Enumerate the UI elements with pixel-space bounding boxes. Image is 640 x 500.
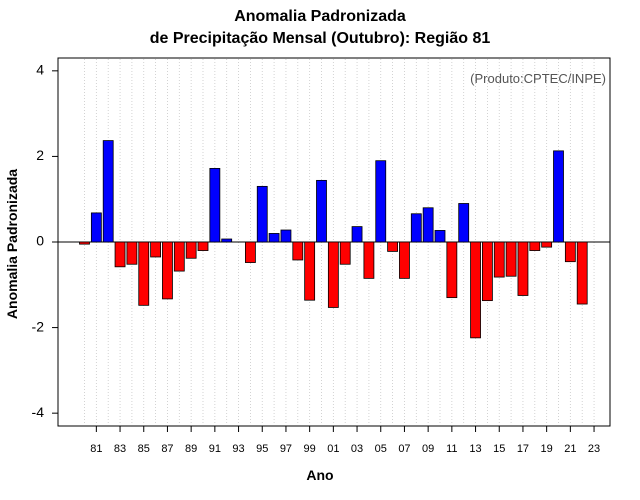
y-axis-label: Anomalia Padronizada <box>4 168 20 320</box>
bar-18 <box>529 241 541 251</box>
x-tick-label: 11 <box>446 443 457 455</box>
x-tick-label: 95 <box>256 443 268 455</box>
bar-12 <box>458 203 470 243</box>
bar-03 <box>351 226 363 243</box>
bar-94 <box>244 241 256 263</box>
bar-06 <box>387 241 399 252</box>
bar-99 <box>304 241 316 301</box>
y-tick-label: -2 <box>32 318 45 334</box>
x-tick-label: 17 <box>517 443 529 455</box>
bar-13 <box>470 241 481 339</box>
x-tick-label: 85 <box>138 443 150 455</box>
bar-00 <box>316 179 327 243</box>
bar-97 <box>280 229 292 243</box>
bar-04 <box>363 241 375 279</box>
y-tick-label: -4 <box>32 404 45 420</box>
x-tick-label: 21 <box>564 443 576 455</box>
x-tick-label: 15 <box>493 443 505 455</box>
bar-15 <box>493 241 505 278</box>
bar-17 <box>517 241 529 296</box>
bar-90 <box>197 241 209 251</box>
x-tick-label: 07 <box>398 443 410 455</box>
y-tick-label: 0 <box>36 233 44 249</box>
bar-89 <box>185 241 197 259</box>
bar-01 <box>327 241 339 308</box>
y-tick-label: 2 <box>36 147 44 163</box>
bar-11 <box>446 241 458 299</box>
bar-95 <box>256 185 268 243</box>
bar-87 <box>162 241 173 300</box>
bar-88 <box>173 241 185 272</box>
x-tick-label: 93 <box>232 443 244 455</box>
bar-86 <box>150 241 162 258</box>
bar-82 <box>102 140 114 243</box>
x-tick-label: 91 <box>209 443 221 455</box>
bar-10 <box>434 230 446 243</box>
x-tick-label: 19 <box>541 443 553 455</box>
bar-14 <box>481 241 493 302</box>
x-tick-label: 03 <box>351 443 363 455</box>
bar-19 <box>541 241 553 248</box>
bar-08 <box>410 213 422 243</box>
bar-02 <box>339 241 351 265</box>
x-tick-label: 23 <box>588 443 600 455</box>
bar-20 <box>553 150 564 243</box>
bar-05 <box>375 160 387 243</box>
bar-83 <box>114 241 126 268</box>
chart-title: Anomalia Padronizada <box>234 8 406 25</box>
bar-21 <box>564 241 576 263</box>
bar-80 <box>79 241 90 245</box>
bar-96 <box>268 233 280 243</box>
bar-09 <box>422 207 434 243</box>
bar-84 <box>126 241 138 265</box>
x-tick-label: 83 <box>114 443 126 455</box>
x-tick-label: 99 <box>304 443 316 455</box>
product-credit: (Produto:CPTEC/INPE) <box>470 71 606 86</box>
bar-16 <box>505 241 517 277</box>
x-tick-label: 87 <box>161 443 173 455</box>
bar-85 <box>138 241 150 306</box>
bar-91 <box>209 167 221 243</box>
x-tick-label: 81 <box>90 443 102 455</box>
bar-98 <box>292 241 304 261</box>
bar-22 <box>576 241 588 305</box>
x-axis-label: Ano <box>306 467 334 483</box>
x-tick-label: 01 <box>327 443 339 455</box>
bar-81 <box>90 212 102 243</box>
y-tick-label: 4 <box>36 62 44 78</box>
bar-07 <box>399 241 410 279</box>
x-tick-label: 97 <box>280 443 292 455</box>
x-tick-label: 09 <box>422 443 434 455</box>
bar-92 <box>221 238 233 243</box>
chart-subtitle: de Precipitação Mensal (Outubro): Região… <box>149 30 491 47</box>
x-tick-label: 13 <box>469 443 481 455</box>
x-tick-label: 05 <box>375 443 387 455</box>
x-tick-label: 89 <box>185 443 197 455</box>
